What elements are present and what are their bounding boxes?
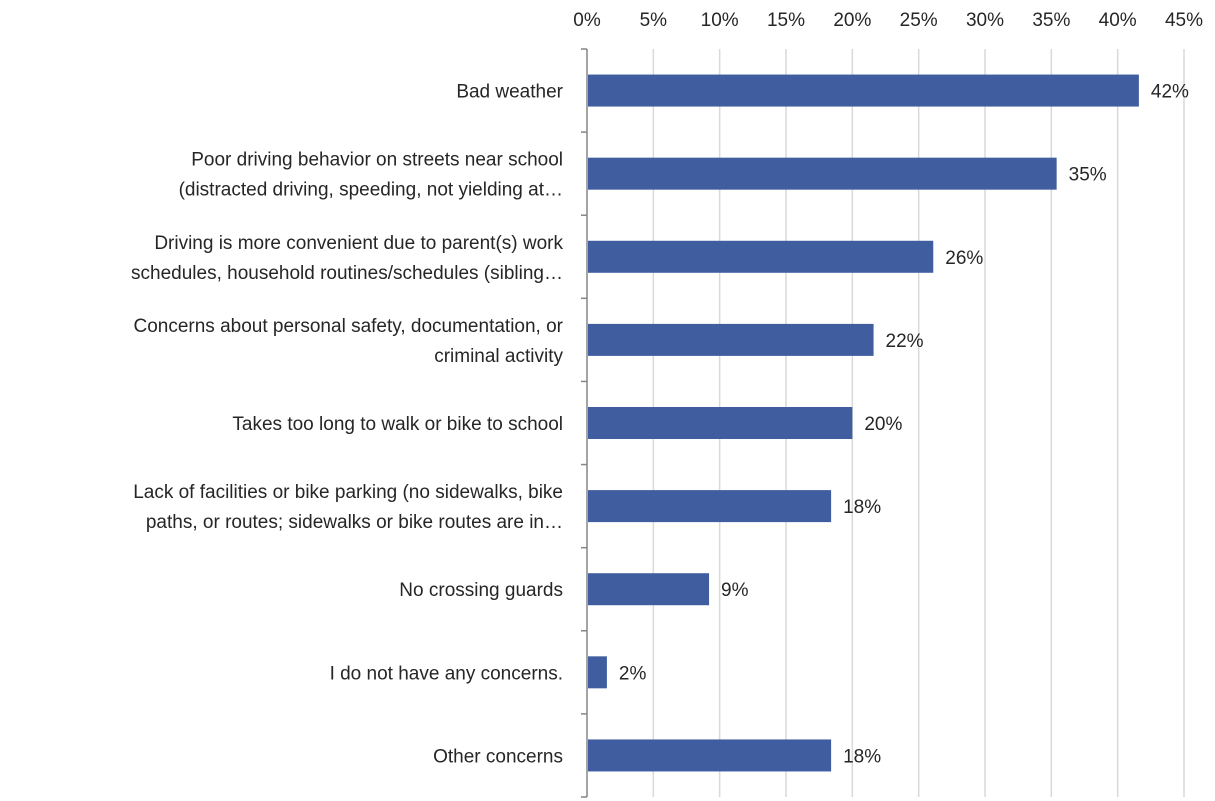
data-label: 9% — [721, 580, 749, 601]
category-label: Driving is more convenient due to parent… — [154, 233, 563, 254]
data-label: 18% — [843, 746, 881, 767]
bar — [588, 407, 853, 439]
x-tick-label: 30% — [966, 10, 1004, 31]
x-tick-label: 15% — [767, 10, 805, 31]
category-label: criminal activity — [434, 346, 563, 367]
category-axis — [581, 48, 588, 798]
data-label: 20% — [864, 414, 902, 435]
x-tick-label: 40% — [1099, 10, 1137, 31]
category-label: Takes too long to walk or bike to school — [232, 414, 563, 435]
data-label: 22% — [886, 331, 924, 352]
data-label: 18% — [843, 497, 881, 518]
x-axis-tick-labels: 0% 5% 10% 15% 20% 25% 30% 35% 40% 45% — [573, 10, 1203, 31]
bar — [588, 490, 832, 523]
category-label: paths, or routes; sidewalks or bike rout… — [146, 512, 563, 533]
data-label: 42% — [1151, 82, 1189, 103]
bars — [588, 74, 1139, 772]
bar — [588, 573, 710, 606]
category-label: No crossing guards — [399, 580, 563, 601]
data-labels: 42% 35% 26% 22% 20% 18% 9% 2% 18% — [619, 82, 1189, 768]
bar — [588, 157, 1057, 190]
category-label: Other concerns — [433, 746, 563, 767]
data-label: 35% — [1069, 165, 1107, 186]
bar — [588, 74, 1139, 107]
category-label: Bad weather — [456, 82, 563, 103]
x-tick-label: 0% — [573, 10, 601, 31]
x-tick-label: 5% — [640, 10, 668, 31]
x-tick-label: 20% — [833, 10, 871, 31]
bar — [588, 656, 607, 689]
category-label: schedules, household routines/schedules … — [131, 263, 563, 284]
x-tick-label: 25% — [900, 10, 938, 31]
category-label: (distracted driving, speeding, not yield… — [179, 180, 563, 201]
category-label: Poor driving behavior on streets near sc… — [191, 150, 563, 171]
x-tick-label: 10% — [701, 10, 739, 31]
x-tick-label: 35% — [1032, 10, 1070, 31]
category-labels: Bad weather Poor driving behavior on stre… — [131, 82, 564, 768]
category-label: I do not have any concerns. — [330, 663, 563, 684]
bar — [588, 739, 832, 772]
x-tick-label: 45% — [1165, 10, 1203, 31]
bar — [588, 323, 874, 356]
bar — [588, 240, 934, 273]
category-label: Concerns about personal safety, document… — [133, 316, 563, 337]
category-label: Lack of facilities or bike parking (no s… — [133, 482, 563, 503]
data-label: 26% — [945, 248, 983, 269]
data-label: 2% — [619, 663, 647, 684]
